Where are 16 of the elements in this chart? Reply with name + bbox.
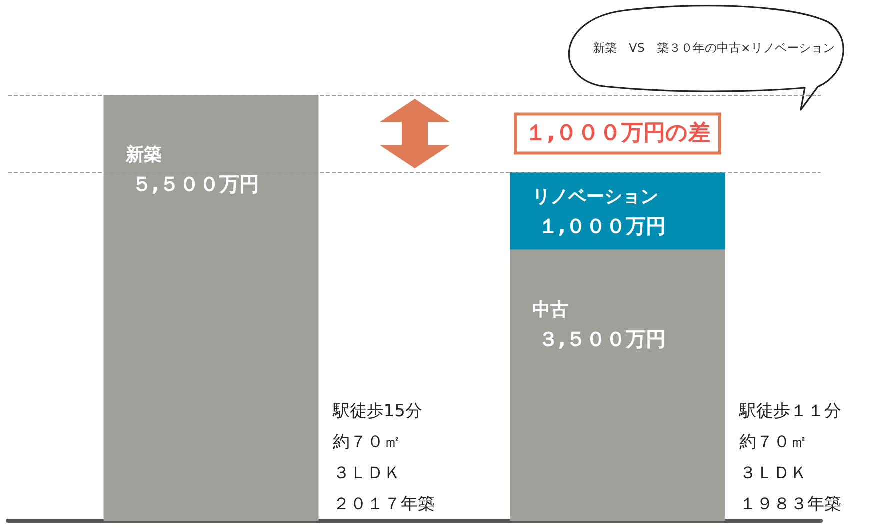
- annotation: １９８３年築: [739, 494, 842, 514]
- annotation: ３ＬＤＫ: [332, 464, 401, 484]
- chart-title: 新築 VS 築３０年の中古×リノベーション: [593, 41, 835, 55]
- annotation: ２０１７年築: [332, 494, 435, 514]
- series-label: 新築: [124, 144, 162, 166]
- annotation: 約７０㎡: [332, 432, 401, 452]
- series-label: リノベーション: [532, 186, 658, 208]
- annotation: １,０００万円の差: [525, 121, 710, 146]
- data-label: ５,５００万円: [132, 172, 260, 196]
- annotation: 駅徒歩15分: [332, 402, 422, 422]
- data-label: １,０００万円: [538, 214, 666, 238]
- annotation: 約７０㎡: [739, 432, 808, 452]
- annotation: ３ＬＤＫ: [739, 464, 808, 484]
- data-label: ３,５００万円: [538, 326, 666, 351]
- series-label: 中古: [532, 299, 568, 320]
- annotation: 駅徒歩１１分: [738, 402, 842, 422]
